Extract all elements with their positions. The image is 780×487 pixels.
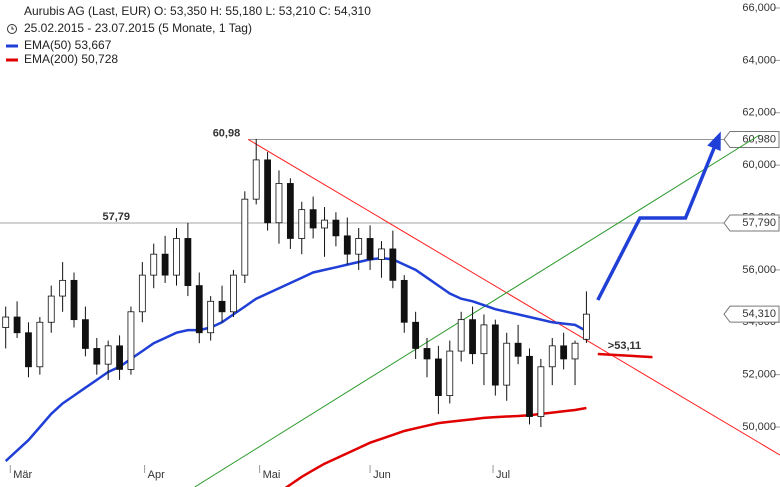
level-label: 60,98 [213,127,241,139]
candle-body [264,159,271,224]
y-tick-label: 50,000 [742,421,776,433]
candle-body [127,311,135,370]
candle-body [434,358,442,396]
candle-body [275,183,283,224]
candle-body [25,332,32,368]
candle-body [184,238,192,287]
candle-body [70,279,78,321]
last-price-tag [723,305,780,323]
x-tick-label: Mär [13,469,32,481]
legend-label: EMA(50) 53,667 [24,38,112,52]
price-tag-label: 57,790 [742,217,776,229]
candle-body [378,248,385,260]
candle-body [59,279,67,297]
candle-body [36,321,44,368]
candle-body [469,319,476,355]
candle-body [548,345,556,368]
candle-body [218,300,226,313]
candle-body [286,183,294,239]
candle-body [93,348,101,365]
candle-body [446,350,454,396]
candle-body [116,345,123,370]
candle-body [571,342,579,360]
candle-body [491,324,499,386]
candle-body [332,219,340,237]
candle-body [161,253,169,276]
x-tick-label: Apr [148,469,165,481]
candle-body [321,219,328,229]
ema-line [4,256,587,463]
candle-body [423,348,431,360]
price-tag-label: 60,980 [742,133,776,145]
clock-hands [11,26,14,30]
candle-body [537,366,545,417]
candle-body [241,198,249,276]
candle-body [389,248,397,281]
candle-body [503,342,511,386]
forecast-line [596,136,721,301]
chart-subtitle: 25.02.2015 - 23.07.2015 (5 Monate, 1 Tag… [24,21,252,35]
candle-body [195,285,203,334]
x-tick-label: Mai [263,469,281,481]
candle-body [560,345,568,360]
last-price-label: 54,310 [742,308,776,320]
x-tick-label: Jun [373,469,391,481]
support-line [597,352,653,359]
y-tick-label: 64,000 [742,54,776,66]
candle-body [526,355,533,417]
candle-body [82,319,89,349]
candle-body [252,159,260,200]
candle-body [480,324,488,355]
legend-label: EMA(200) 50,728 [24,52,118,66]
y-tick-label: 66,000 [742,2,776,14]
candle-body [138,274,146,313]
candle-body [400,279,408,323]
candle-body [514,342,522,357]
candle-body [309,209,317,229]
clock-icon [7,24,17,34]
level-label: 57,79 [102,211,130,223]
x-tick-label: Jul [496,469,510,481]
candle-body [150,253,158,276]
candle-body [2,316,10,328]
y-tick-label: 52,000 [742,369,776,381]
y-tick-label: 62,000 [742,107,776,119]
price-tag [723,214,780,232]
forecast-arrowhead [707,131,721,151]
candle-body [47,295,55,323]
trendline [194,134,760,487]
candle-body [298,209,306,239]
ema-line [284,406,587,487]
trendline [247,139,780,456]
candle-body [355,238,363,255]
y-tick-label: 60,000 [742,159,776,171]
support-label: >53,11 [608,340,641,352]
candle-body [173,238,180,276]
candle-body [207,300,215,334]
y-tick-label: 56,000 [742,264,776,276]
candle-body [412,321,420,349]
candle-body [343,235,351,255]
candle-body [13,316,21,334]
candle-body [230,274,237,313]
candle-body [583,313,590,340]
candle-body [366,238,374,260]
candle-body [104,345,112,365]
chart-title: Aurubis AG (Last, EUR) O: 53,350 H: 55,1… [24,4,371,18]
candle-body [457,319,465,352]
